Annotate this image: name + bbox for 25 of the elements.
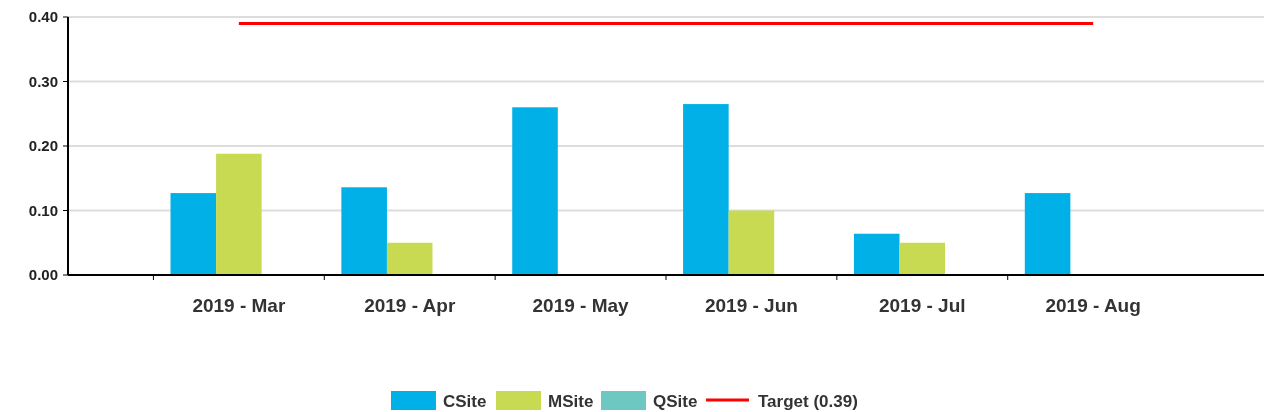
y-tick-label: 0.20 [28, 137, 58, 155]
y-tick-label: 0.10 [28, 201, 58, 219]
y-tick-label: 0.00 [28, 266, 58, 284]
x-tick-label: 2019 - Apr [364, 295, 456, 316]
x-tick-label: 2019 - Jun [704, 295, 798, 316]
x-tick-label: 2019 - Aug [1045, 295, 1141, 316]
x-tick-label: 2019 - May [532, 295, 630, 316]
legend-label: CSite [443, 391, 487, 411]
x-tick-label: 2019 - Mar [192, 295, 286, 316]
bar [216, 153, 262, 275]
bar [170, 193, 217, 275]
bar [512, 107, 558, 275]
bar [853, 233, 900, 275]
legend-label: Target (0.39) [758, 391, 858, 411]
y-tick-label: 0.40 [28, 8, 58, 26]
bar [728, 210, 775, 275]
x-tick-label: 2019 - Jul [878, 295, 966, 316]
bar [386, 242, 433, 275]
legend-label: MSite [548, 391, 594, 411]
bar [899, 242, 946, 275]
bar [1024, 193, 1071, 275]
bar [341, 187, 387, 275]
legend-label: QSite [653, 391, 698, 411]
bar [683, 104, 729, 275]
y-tick-label: 0.30 [28, 72, 58, 90]
